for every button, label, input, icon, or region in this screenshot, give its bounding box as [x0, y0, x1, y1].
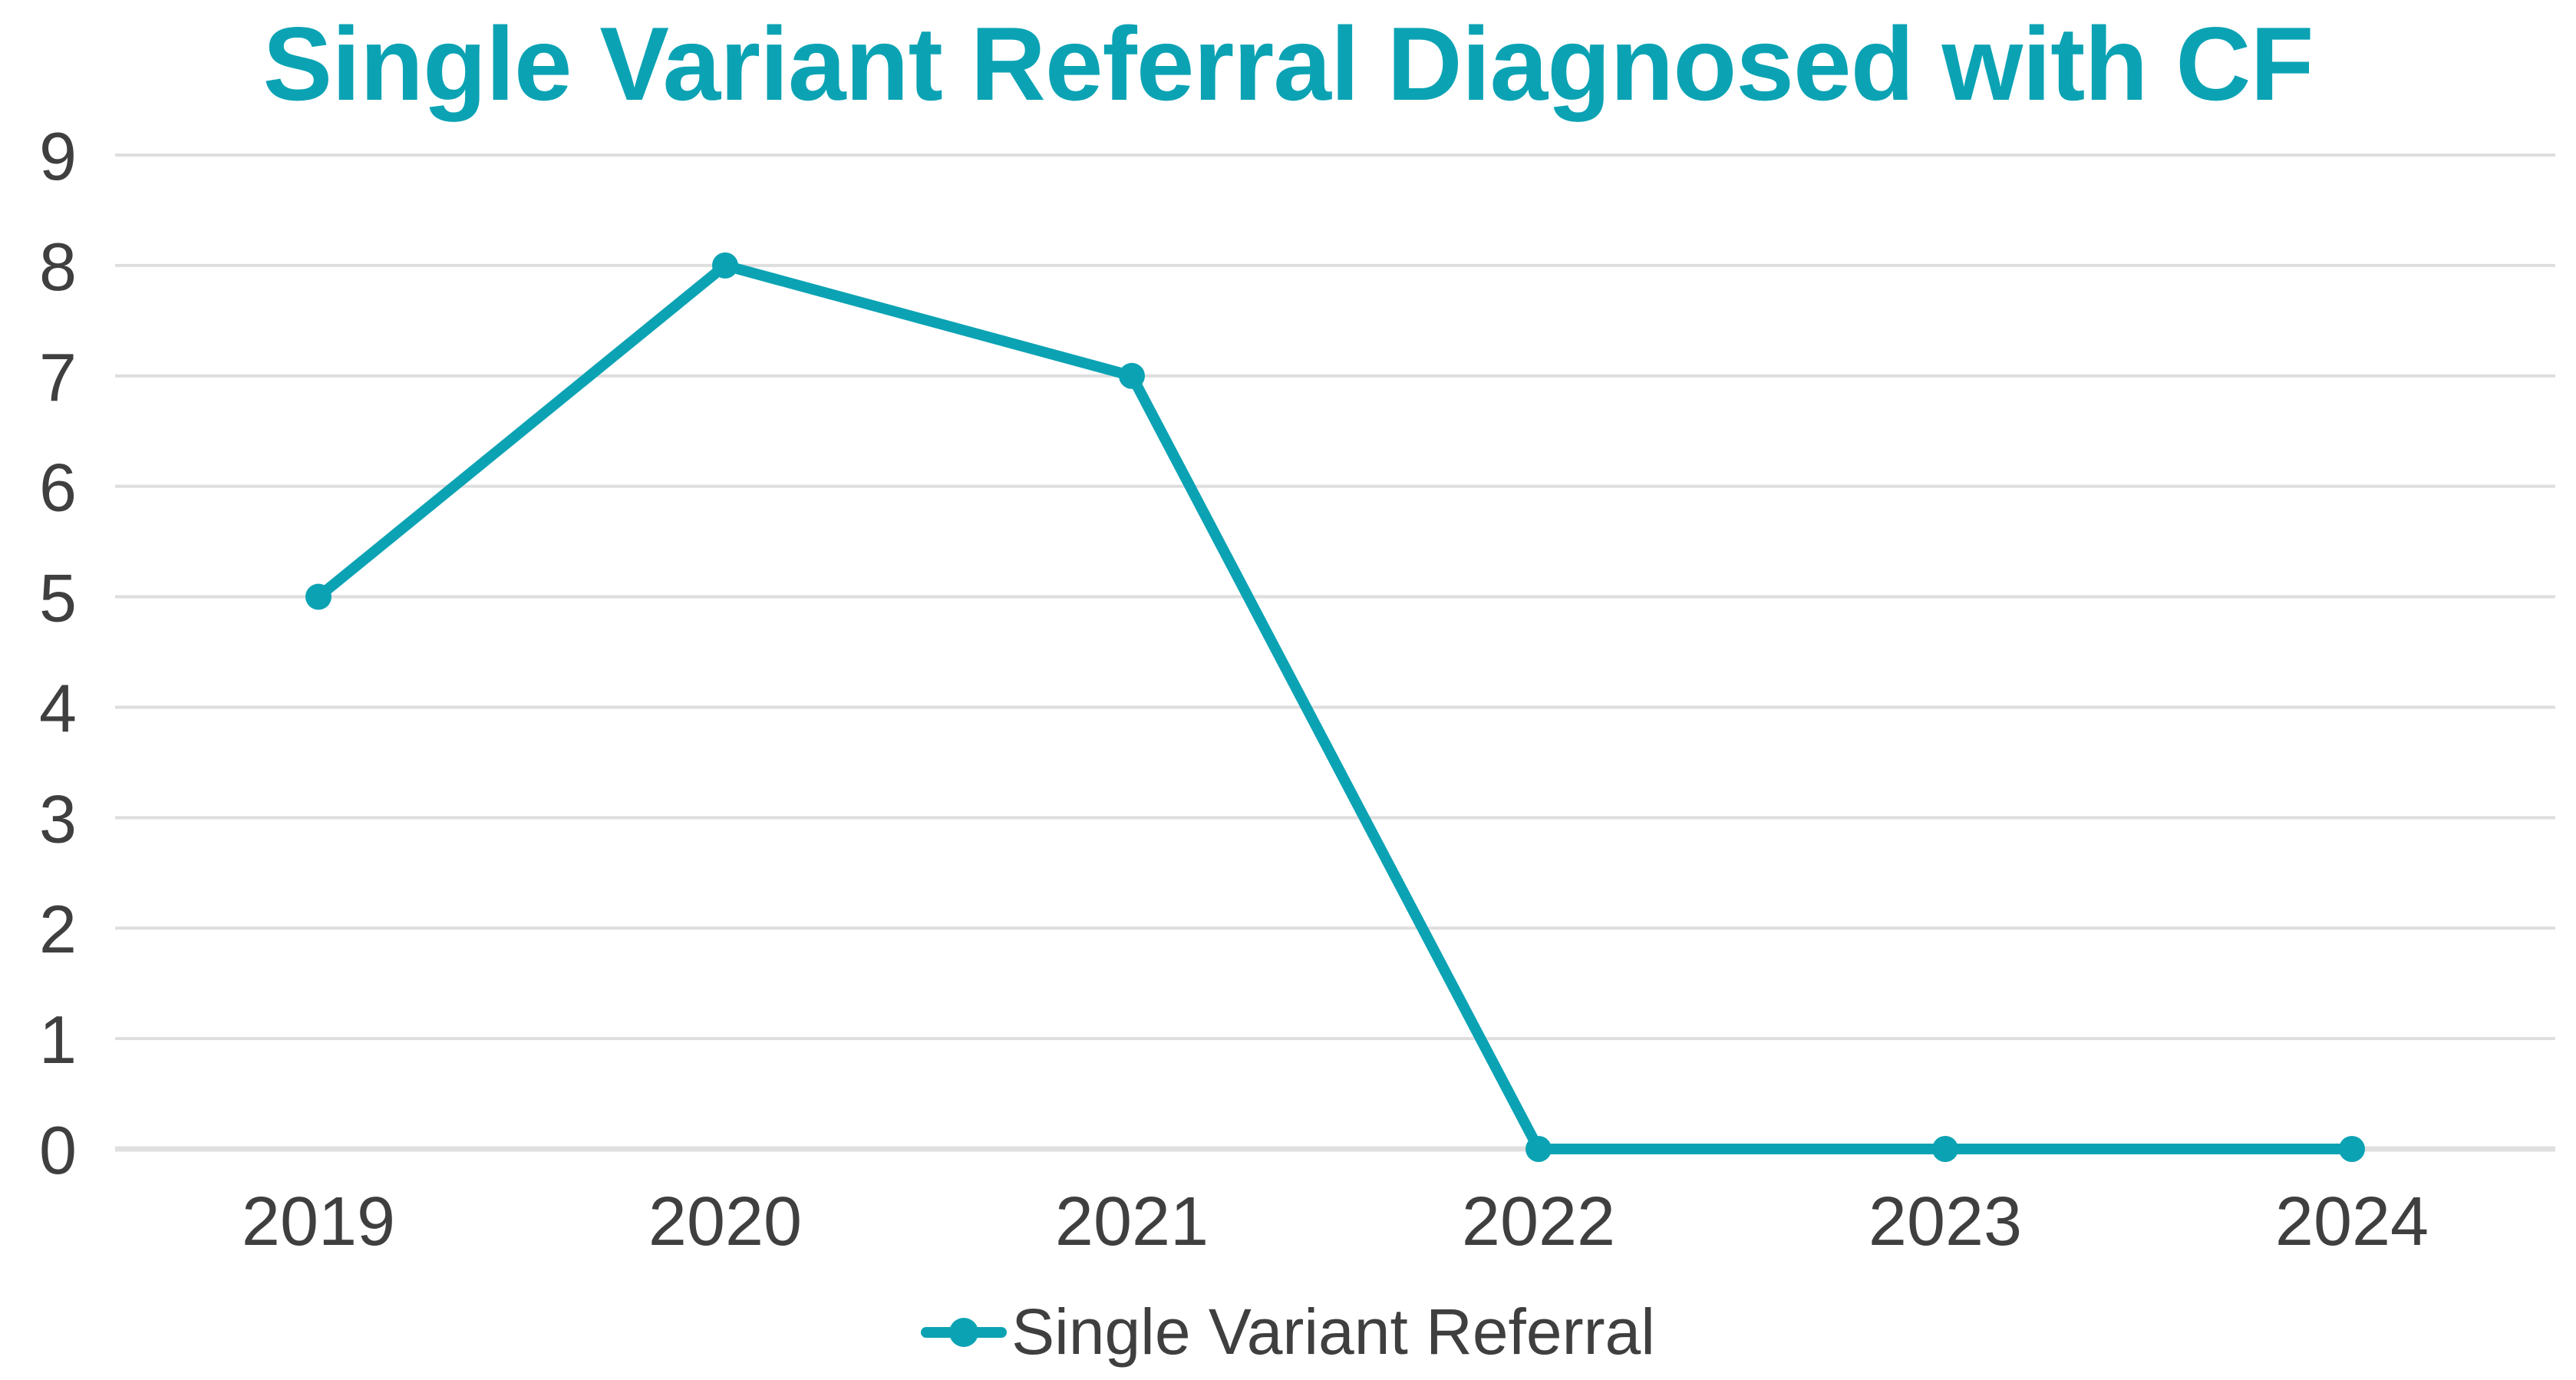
- legend-line-marker-icon: [921, 1317, 1008, 1347]
- series-line: [313, 259, 2357, 1154]
- data-point-marker: [1932, 1136, 1958, 1162]
- x-tick-label: 2024: [2275, 1184, 2429, 1260]
- data-point-marker: [2339, 1136, 2365, 1162]
- y-tick-label: 7: [39, 339, 77, 415]
- legend: Single Variant Referral: [0, 1295, 2576, 1369]
- y-tick-label: 6: [39, 450, 77, 526]
- data-point-marker: [1119, 362, 1145, 389]
- x-tick-label: 2019: [242, 1184, 395, 1260]
- y-tick-label: 9: [39, 118, 77, 194]
- x-tick-label: 2023: [1869, 1184, 2022, 1260]
- data-point-marker: [305, 583, 331, 610]
- y-tick-label: 8: [39, 229, 77, 305]
- data-point-marker: [712, 252, 738, 279]
- data-point-marker: [1525, 1136, 1552, 1162]
- y-tick-label: 5: [39, 560, 77, 636]
- x-tick-label: 2022: [1462, 1184, 1615, 1260]
- chart-title: Single Variant Referral Diagnosed with C…: [262, 5, 2314, 122]
- y-tick-label: 0: [39, 1112, 77, 1188]
- x-tick-label: 2021: [1055, 1184, 1209, 1260]
- y-tick-label: 3: [39, 781, 77, 857]
- y-tick-label: 1: [39, 1002, 77, 1078]
- y-tick-label: 4: [39, 670, 77, 746]
- y-tick-label: 2: [39, 891, 77, 967]
- x-tick-label: 2020: [648, 1184, 802, 1260]
- legend-dot-icon: [949, 1317, 979, 1347]
- legend-series-label: Single Variant Referral: [1011, 1296, 1655, 1368]
